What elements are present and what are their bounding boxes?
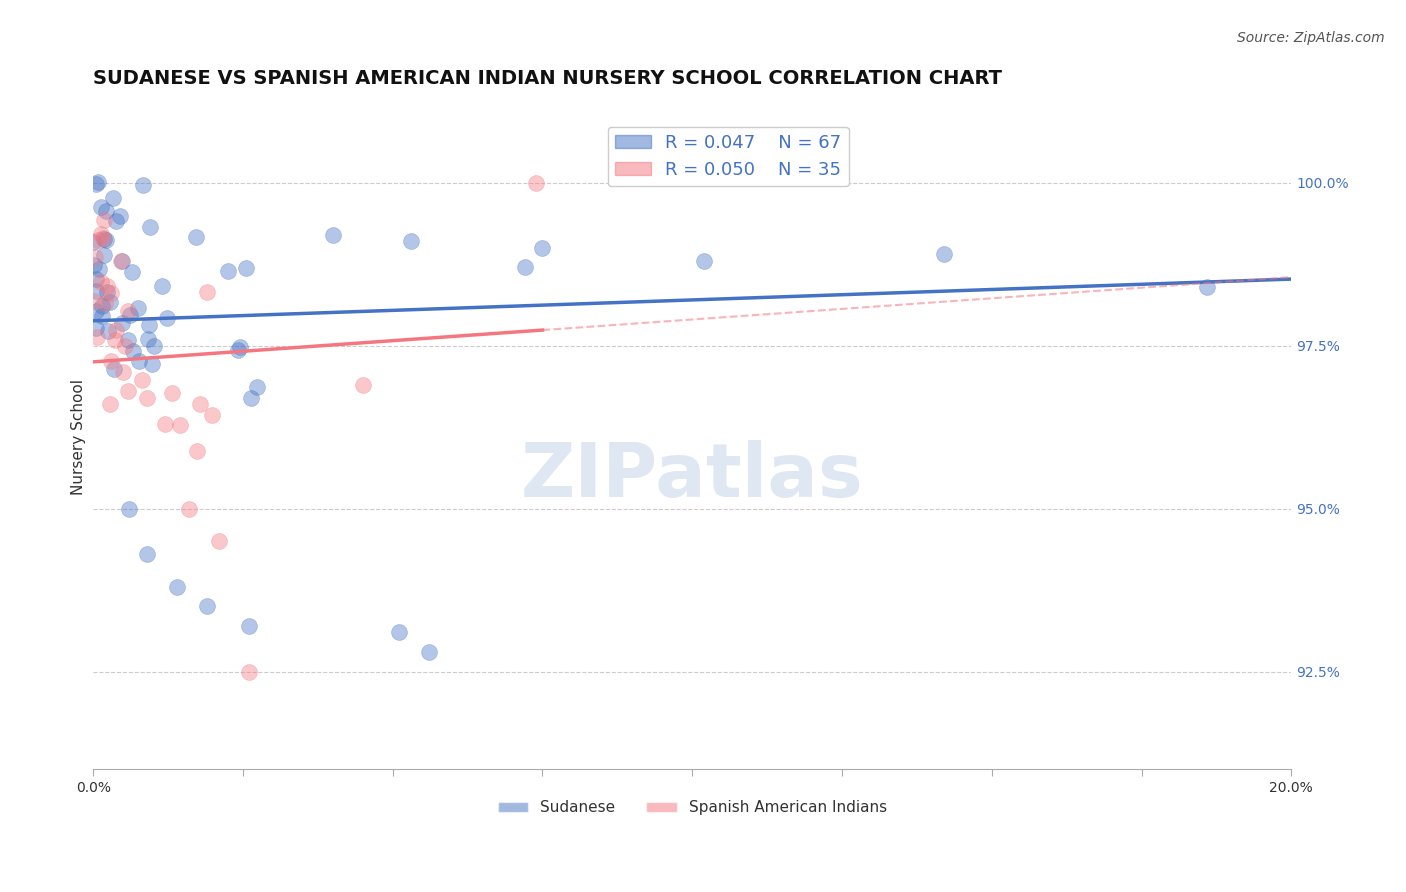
Point: [153, 417, 176, 431]
Point: [141, 357, 163, 371]
Point: [86, 304, 108, 318]
Point: [235, 261, 257, 276]
Point: [138, 332, 160, 346]
Point: [91, 300, 114, 314]
Text: SUDANESE VS SPANISH AMERICAN INDIAN NURSERY SCHOOL CORRELATION CHART: SUDANESE VS SPANISH AMERICAN INDIAN NURS…: [93, 69, 1002, 87]
Text: ZIPatlas: ZIPatlas: [522, 441, 863, 513]
Point: [526, 176, 548, 190]
Point: [91, 231, 114, 245]
Point: [114, 339, 136, 353]
Point: [226, 343, 249, 357]
Point: [83, 258, 105, 272]
Point: [120, 308, 142, 322]
Point: [136, 547, 159, 561]
Point: [121, 265, 143, 279]
Point: [156, 311, 179, 326]
Point: [103, 362, 125, 376]
Point: [399, 234, 422, 248]
Point: [127, 301, 149, 316]
Point: [352, 377, 374, 392]
Point: [142, 339, 165, 353]
Point: [208, 534, 231, 549]
Point: [128, 354, 150, 368]
Point: [121, 343, 143, 358]
Point: [513, 260, 536, 275]
Point: [105, 323, 128, 337]
Point: [87, 261, 110, 276]
Point: [136, 391, 159, 405]
Point: [101, 191, 124, 205]
Point: [693, 253, 716, 268]
Point: [150, 279, 173, 293]
Point: [531, 241, 554, 255]
Point: [104, 334, 127, 348]
Point: [91, 310, 114, 324]
Point: [195, 599, 218, 614]
Point: [1197, 280, 1219, 294]
Point: [238, 665, 260, 679]
Point: [217, 264, 239, 278]
Point: [100, 354, 122, 368]
Point: [245, 380, 267, 394]
Point: [229, 340, 252, 354]
Point: [94, 296, 117, 310]
Point: [117, 304, 139, 318]
Point: [93, 232, 115, 246]
Point: [96, 285, 118, 299]
Point: [132, 178, 155, 193]
Point: [188, 397, 211, 411]
Point: [84, 178, 107, 192]
Point: [93, 248, 115, 262]
Point: [932, 247, 955, 261]
Point: [111, 316, 134, 330]
Point: [388, 625, 411, 640]
Point: [131, 373, 153, 387]
Point: [96, 204, 118, 219]
Point: [201, 409, 224, 423]
Point: [322, 227, 344, 242]
Point: [84, 272, 107, 286]
Point: [117, 384, 139, 398]
Point: [112, 365, 135, 379]
Point: [239, 392, 262, 406]
Point: [87, 233, 110, 247]
Point: [87, 175, 110, 189]
Point: [195, 285, 218, 300]
Point: [177, 501, 200, 516]
Point: [166, 580, 188, 594]
Point: [98, 295, 121, 310]
Point: [118, 501, 141, 516]
Point: [418, 645, 440, 659]
Point: [94, 233, 117, 247]
Point: [100, 286, 122, 301]
Point: [108, 209, 131, 223]
Y-axis label: Nursery School: Nursery School: [72, 379, 86, 495]
Point: [93, 213, 115, 227]
Point: [97, 325, 120, 339]
Point: [90, 227, 112, 241]
Point: [160, 386, 183, 401]
Point: [86, 330, 108, 344]
Point: [117, 333, 139, 347]
Point: [84, 321, 107, 335]
Point: [169, 417, 191, 432]
Point: [84, 285, 107, 299]
Point: [186, 443, 208, 458]
Point: [184, 230, 207, 244]
Point: [84, 250, 107, 264]
Point: [111, 254, 134, 268]
Point: [238, 619, 260, 633]
Point: [82, 235, 104, 250]
Point: [90, 275, 112, 289]
Point: [138, 318, 160, 332]
Point: [139, 220, 162, 235]
Point: [90, 200, 112, 214]
Point: [100, 397, 122, 411]
Point: [96, 278, 118, 293]
Point: [110, 253, 132, 268]
Point: [83, 294, 105, 309]
Text: Source: ZipAtlas.com: Source: ZipAtlas.com: [1237, 31, 1385, 45]
Legend: Sudanese, Spanish American Indians: Sudanese, Spanish American Indians: [492, 794, 893, 822]
Point: [105, 214, 128, 228]
